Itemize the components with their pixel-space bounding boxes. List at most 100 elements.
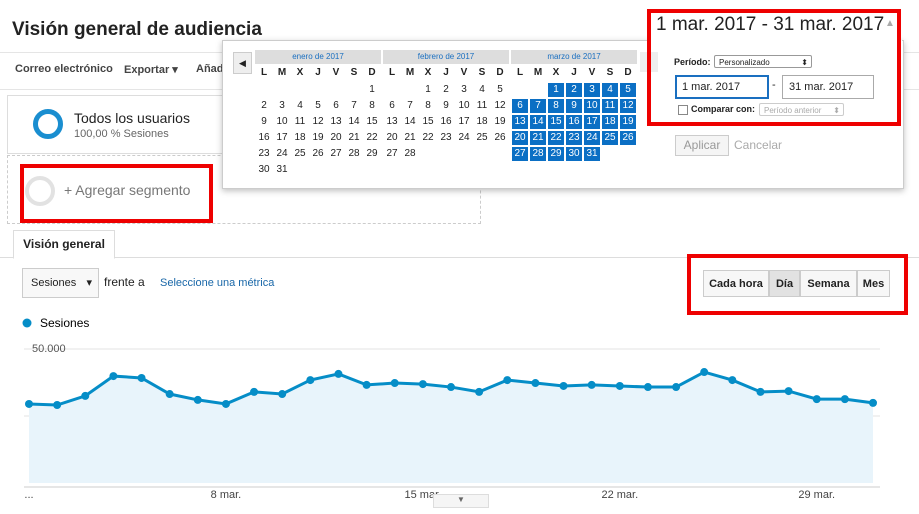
- day-cell[interactable]: 12: [309, 114, 327, 130]
- day-cell[interactable]: 24: [455, 130, 473, 146]
- day-cell[interactable]: 6: [383, 98, 401, 114]
- day-cell[interactable]: 9: [255, 114, 273, 130]
- day-cell[interactable]: [363, 162, 381, 178]
- day-cell[interactable]: 29: [547, 146, 565, 162]
- day-cell[interactable]: [619, 146, 637, 162]
- day-cell[interactable]: 28: [401, 146, 419, 162]
- metric-dropdown[interactable]: Sesiones ▾: [22, 268, 99, 298]
- toolbar-item[interactable]: Exportar ▾: [124, 64, 178, 76]
- day-cell[interactable]: 18: [601, 114, 619, 130]
- day-cell[interactable]: 1: [547, 82, 565, 98]
- day-cell[interactable]: [291, 82, 309, 98]
- prev-month[interactable]: ◀: [233, 52, 252, 74]
- day-cell[interactable]: 19: [491, 114, 509, 130]
- day-cell[interactable]: 9: [565, 98, 583, 114]
- day-cell[interactable]: 15: [547, 114, 565, 130]
- day-cell[interactable]: 19: [619, 114, 637, 130]
- day-cell[interactable]: 13: [327, 114, 345, 130]
- day-cell[interactable]: 7: [529, 98, 547, 114]
- day-cell[interactable]: 21: [345, 130, 363, 146]
- day-cell[interactable]: 4: [473, 82, 491, 98]
- day-cell[interactable]: 23: [437, 130, 455, 146]
- start-date-input[interactable]: 1 mar. 2017: [675, 75, 769, 99]
- toolbar-item[interactable]: Añad: [196, 63, 224, 75]
- day-cell[interactable]: 30: [255, 162, 273, 178]
- day-cell[interactable]: [437, 146, 455, 162]
- day-cell[interactable]: 10: [455, 98, 473, 114]
- day-cell[interactable]: 14: [345, 114, 363, 130]
- day-cell[interactable]: 27: [327, 146, 345, 162]
- day-cell[interactable]: 23: [565, 130, 583, 146]
- day-cell[interactable]: 14: [529, 114, 547, 130]
- day-cell[interactable]: [309, 82, 327, 98]
- day-cell[interactable]: 11: [473, 98, 491, 114]
- day-cell[interactable]: [273, 82, 291, 98]
- day-cell[interactable]: 5: [309, 98, 327, 114]
- compare-checkbox[interactable]: [678, 105, 688, 115]
- day-cell[interactable]: [601, 146, 619, 162]
- day-cell[interactable]: 3: [455, 82, 473, 98]
- day-cell[interactable]: 8: [419, 98, 437, 114]
- day-cell[interactable]: 4: [601, 82, 619, 98]
- day-cell[interactable]: 3: [583, 82, 601, 98]
- day-cell[interactable]: [345, 82, 363, 98]
- day-cell[interactable]: 25: [601, 130, 619, 146]
- day-cell[interactable]: 21: [401, 130, 419, 146]
- day-cell[interactable]: [255, 82, 273, 98]
- select-metric-link[interactable]: Seleccione una métrica: [160, 277, 275, 289]
- day-cell[interactable]: 27: [383, 146, 401, 162]
- day-cell[interactable]: 17: [273, 130, 291, 146]
- granularity-button[interactable]: Semana: [800, 270, 857, 297]
- day-cell[interactable]: 30: [565, 146, 583, 162]
- day-cell[interactable]: [327, 162, 345, 178]
- day-cell[interactable]: [511, 82, 529, 98]
- day-cell[interactable]: 12: [491, 98, 509, 114]
- day-cell[interactable]: 8: [363, 98, 381, 114]
- compare-select[interactable]: Período anterior ⬍: [759, 103, 844, 116]
- day-cell[interactable]: 25: [291, 146, 309, 162]
- day-cell[interactable]: 22: [419, 130, 437, 146]
- granularity-button[interactable]: Día: [769, 270, 800, 297]
- day-cell[interactable]: [401, 82, 419, 98]
- day-cell[interactable]: [473, 146, 491, 162]
- day-cell[interactable]: 17: [455, 114, 473, 130]
- day-cell[interactable]: 13: [383, 114, 401, 130]
- day-cell[interactable]: 8: [547, 98, 565, 114]
- day-cell[interactable]: 12: [619, 98, 637, 114]
- day-cell[interactable]: 29: [363, 146, 381, 162]
- add-segment[interactable]: + Agregar segmento: [64, 182, 191, 198]
- day-cell[interactable]: 2: [565, 82, 583, 98]
- tab[interactable]: Visión general: [13, 230, 115, 259]
- day-cell[interactable]: 14: [401, 114, 419, 130]
- day-cell[interactable]: [455, 146, 473, 162]
- day-cell[interactable]: 17: [583, 114, 601, 130]
- day-cell[interactable]: 26: [491, 130, 509, 146]
- day-cell[interactable]: 7: [401, 98, 419, 114]
- day-cell[interactable]: 7: [345, 98, 363, 114]
- day-cell[interactable]: 16: [565, 114, 583, 130]
- day-cell[interactable]: 31: [273, 162, 291, 178]
- day-cell[interactable]: [327, 82, 345, 98]
- day-cell[interactable]: 6: [511, 98, 529, 114]
- day-cell[interactable]: 24: [273, 146, 291, 162]
- day-cell[interactable]: 11: [291, 114, 309, 130]
- day-cell[interactable]: [491, 146, 509, 162]
- day-cell[interactable]: 26: [619, 130, 637, 146]
- day-cell[interactable]: 4: [291, 98, 309, 114]
- day-cell[interactable]: 15: [419, 114, 437, 130]
- day-cell[interactable]: 24: [583, 130, 601, 146]
- day-cell[interactable]: 20: [327, 130, 345, 146]
- day-cell[interactable]: 19: [309, 130, 327, 146]
- day-cell[interactable]: 16: [255, 130, 273, 146]
- period-select[interactable]: Personalizado ⬍: [714, 55, 812, 68]
- day-cell[interactable]: 11: [601, 98, 619, 114]
- day-cell[interactable]: [291, 162, 309, 178]
- day-cell[interactable]: 20: [383, 130, 401, 146]
- day-cell[interactable]: 9: [437, 98, 455, 114]
- day-cell[interactable]: 25: [473, 130, 491, 146]
- day-cell[interactable]: 16: [437, 114, 455, 130]
- day-cell[interactable]: 27: [511, 146, 529, 162]
- day-cell[interactable]: 10: [583, 98, 601, 114]
- day-cell[interactable]: [383, 82, 401, 98]
- day-cell[interactable]: [419, 146, 437, 162]
